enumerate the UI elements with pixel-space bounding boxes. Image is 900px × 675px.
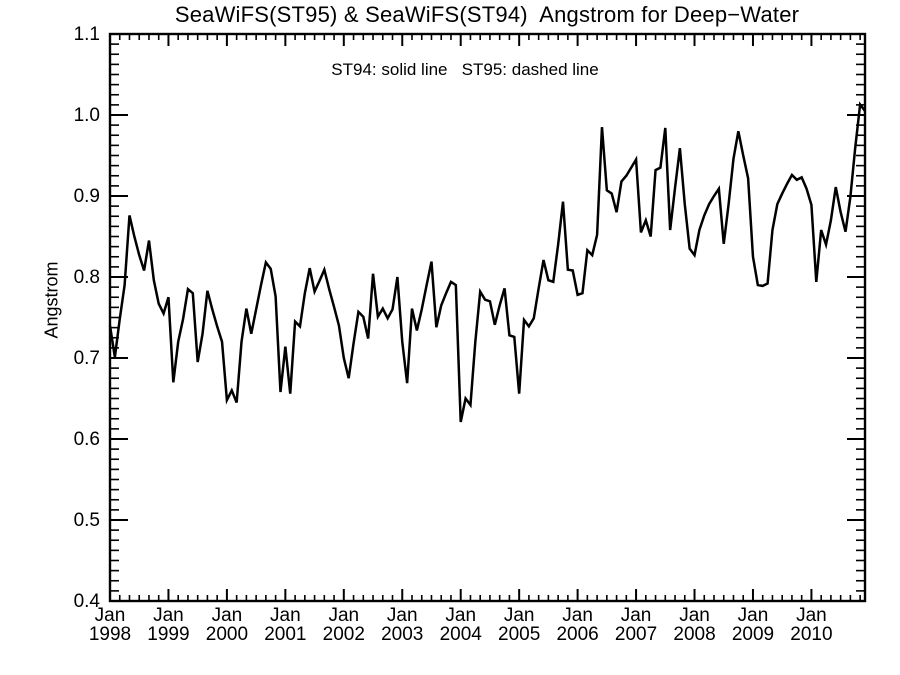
series-line-st94 [108,101,866,423]
x-tick-year: 2002 [322,624,365,645]
x-tick-year: 2006 [556,624,599,645]
y-tick-label: 1.0 [73,104,100,126]
x-tick-year: 2007 [614,624,658,645]
x-tick-label: Jan 2002 [323,606,365,644]
x-tick-year: 2003 [381,624,424,645]
x-tick-month: Jan [503,605,535,626]
x-tick-month: Jan [445,605,477,626]
x-tick-month: Jan [679,605,710,626]
x-tick-label: Jan 2001 [264,606,306,644]
x-tick-month: Jan [562,605,593,626]
x-tick-label: Jan 2004 [440,606,482,644]
x-tick-label: Jan 2010 [790,606,832,644]
x-tick-year: 2009 [731,624,775,645]
x-tick-label: Jan 2008 [673,606,715,644]
x-tick-year: 2000 [205,624,249,645]
x-tick-year: 2010 [790,624,833,645]
x-tick-year: 2001 [264,624,307,645]
x-tick-year: 1999 [147,624,190,645]
x-tick-label: Jan 2003 [381,606,423,644]
x-tick-year: 1998 [88,624,132,645]
y-tick-label: 1.1 [73,23,100,45]
plot-border [108,32,867,603]
x-tick-month: Jan [796,605,827,626]
x-tick-year: 2005 [498,624,541,645]
x-tick-label: Jan 2006 [556,606,598,644]
x-tick-label: Jan 1998 [89,606,131,644]
x-tick-month: Jan [620,605,652,626]
x-tick-month: Jan [211,605,243,626]
x-tick-label: Jan 2005 [498,606,540,644]
x-tick-label: Jan 2009 [732,606,774,644]
x-tick-month: Jan [328,605,360,626]
x-tick-month: Jan [153,605,184,626]
y-tick-label: 0.7 [73,347,100,369]
x-tick-year: 2008 [673,624,716,645]
x-tick-label: Jan 1999 [147,606,189,644]
x-tick-month: Jan [270,605,301,626]
x-tick-year: 2004 [439,624,482,645]
y-tick-label: 0.8 [73,266,100,288]
x-tick-month: Jan [737,605,769,626]
x-tick-month: Jan [386,605,418,626]
y-tick-label: 0.9 [73,185,100,207]
y-tick-label: 0.4 [73,590,100,612]
legend-note: ST94: solid line ST95: dashed line [331,60,599,79]
y-tick-label: 0.6 [73,428,100,450]
x-tick-label: Jan 2000 [206,606,248,644]
x-tick-month: Jan [94,605,126,626]
x-tick-label: Jan 2007 [615,606,657,644]
y-tick-label: 0.5 [73,509,100,531]
chart-title: SeaWiFS(ST95) & SeaWiFS(ST94) Angstrom f… [174,2,800,27]
